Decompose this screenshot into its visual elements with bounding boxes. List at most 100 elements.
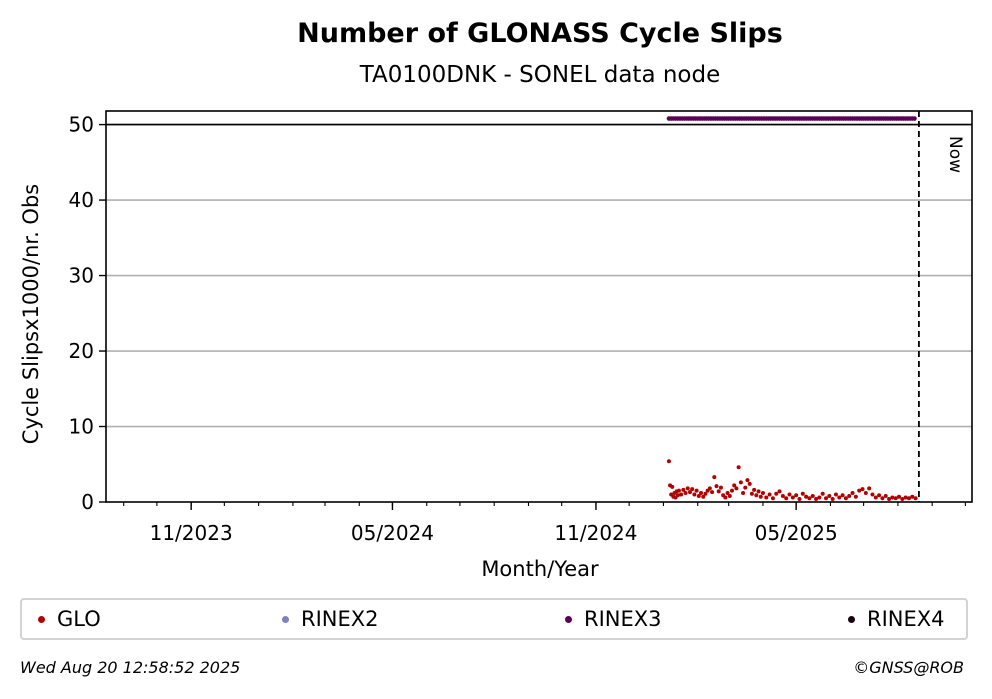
glo-point: [873, 495, 878, 500]
glo-point: [913, 496, 918, 501]
glo-point: [701, 494, 706, 499]
glo-point: [666, 459, 671, 464]
glo-point: [694, 488, 699, 493]
legend-label-rinex4: RINEX4: [867, 607, 945, 631]
x-tick-label: 05/2025: [755, 521, 838, 545]
glo-point: [900, 496, 905, 501]
legend-item-rinex3: RINEX3: [565, 600, 662, 638]
glo-point: [890, 495, 895, 500]
glo-point: [807, 496, 812, 501]
glo-point: [760, 490, 765, 495]
y-axis-label: Cycle Slipsx1000/nr. Obs: [19, 184, 43, 444]
glo-point: [883, 493, 888, 498]
glo-point: [860, 487, 865, 492]
glo-point: [887, 496, 892, 501]
glo-point: [712, 475, 717, 480]
glo-point: [736, 465, 741, 470]
legend-marker-rinex3: [565, 615, 572, 623]
glo-point: [817, 495, 822, 500]
glo-point: [857, 488, 862, 493]
glo-point: [687, 490, 692, 495]
glo-point: [752, 487, 757, 492]
glo-point: [767, 492, 772, 497]
glo-point: [906, 496, 911, 501]
legend-item-rinex4: RINEX4: [848, 600, 945, 638]
data-layer: [666, 111, 920, 502]
legend-marker-rinex2: [282, 615, 289, 623]
glo-point: [734, 486, 739, 491]
glo-point: [675, 493, 680, 498]
glo-point: [797, 496, 802, 501]
glo-point: [692, 492, 697, 497]
glo-point: [910, 494, 915, 499]
glo-point: [764, 495, 769, 500]
glo-point: [787, 492, 792, 497]
chart-title: Number of GLONASS Cycle Slips: [297, 18, 783, 49]
glo-point: [738, 480, 743, 485]
x-tick-label: 11/2023: [150, 521, 233, 545]
x-tick-label: 05/2024: [351, 521, 434, 545]
glo-point: [749, 491, 754, 496]
axis-layer: 0 10 20 30 40 50 11/2023 05/2024 11/2024 05/2025: [69, 110, 973, 545]
y-tick-label: 10: [69, 415, 94, 439]
footer-credit: ©GNSS@ROB: [853, 658, 964, 677]
glo-point: [804, 494, 809, 499]
glo-point: [820, 491, 825, 496]
glo-point: [707, 486, 712, 491]
legend-item-glo: GLO: [38, 600, 101, 638]
glo-point: [837, 495, 842, 500]
glo-point: [732, 483, 737, 488]
glo-point: [770, 496, 775, 501]
x-axis-label: Month/Year: [481, 557, 599, 581]
glo-point: [853, 494, 858, 499]
glo-point: [676, 488, 681, 493]
x-tick-label: 11/2024: [554, 521, 637, 545]
plot-frame: [105, 110, 973, 503]
now-label: Now: [945, 136, 965, 173]
glo-point: [800, 491, 805, 496]
glo-point: [725, 490, 730, 495]
y-tick-label: 20: [69, 339, 94, 363]
glo-point: [780, 493, 785, 498]
glo-point: [847, 493, 852, 498]
glo-point: [867, 486, 872, 491]
legend-marker-glo: [38, 615, 45, 623]
glo-point: [810, 493, 815, 498]
glo-point: [679, 492, 684, 497]
glo-point: [714, 484, 719, 489]
glo-point: [729, 488, 734, 493]
glo-point: [877, 493, 882, 498]
glo-point: [699, 490, 704, 495]
glo-point: [784, 496, 789, 501]
glo-point: [718, 485, 723, 490]
glo-point: [696, 493, 701, 498]
legend-label-glo: GLO: [57, 607, 101, 631]
footer-timestamp: Wed Aug 20 12:58:52 2025: [20, 658, 241, 677]
glo-point: [893, 496, 898, 501]
glo-point: [703, 491, 708, 496]
chart-svg: Number of GLONASS Cycle Slips TA0100DNK …: [19, 18, 973, 581]
y-tick-label: 40: [69, 188, 94, 212]
glo-point: [681, 487, 686, 492]
grid-layer: [106, 123, 972, 428]
glo-point: [903, 495, 908, 500]
chart-subtitle: TA0100DNK - SONEL data node: [359, 62, 721, 88]
glo-point: [814, 496, 819, 501]
glo-point: [843, 496, 848, 501]
glo-point: [670, 484, 675, 489]
glo-point: [863, 490, 868, 495]
glo-point: [747, 481, 752, 486]
glo-point: [897, 494, 902, 499]
y-tick-label: 50: [69, 113, 94, 137]
legend-label-rinex3: RINEX3: [584, 607, 662, 631]
glo-point: [824, 496, 829, 501]
glo-point: [690, 487, 695, 492]
glo-point: [777, 489, 782, 494]
glo-point: [756, 489, 761, 494]
glo-point: [758, 494, 763, 499]
y-tick-label: 0: [81, 490, 94, 514]
y-tick-label: 30: [69, 264, 94, 288]
glo-point: [727, 493, 732, 498]
glo-point: [710, 490, 715, 495]
